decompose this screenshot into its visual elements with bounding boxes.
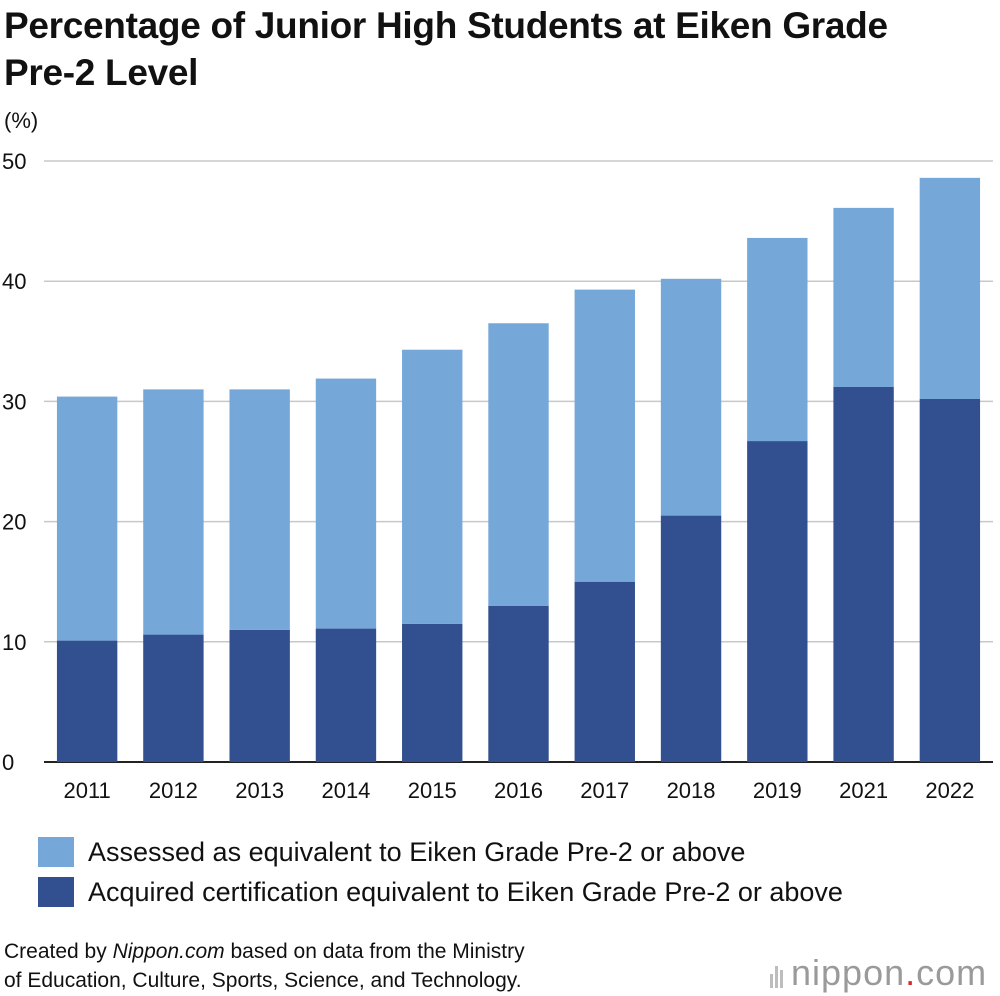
bar-2015-acquired: [402, 623, 463, 762]
bar-2019-assessed: [747, 237, 808, 442]
legend-swatch-assessed: [38, 837, 74, 867]
x-tick-label-2015: 2015: [408, 778, 457, 803]
x-tick-labels: 2011 2012 2013 2014 2015 2016 2017 2018 2019 2021…: [63, 778, 974, 803]
y-tick-label-0: 0: [2, 750, 14, 775]
x-tick-label-2013: 2013: [235, 778, 284, 803]
bar-2017-acquired: [574, 581, 635, 762]
y-tick-label-40: 40: [2, 269, 26, 294]
x-tick-label-2012: 2012: [149, 778, 198, 803]
y-tick-label-20: 20: [2, 510, 26, 535]
logo-brand: nippon: [791, 952, 906, 993]
legend-item-acquired: Acquired certification equivalent to Eik…: [38, 872, 843, 912]
x-tick-label-2016: 2016: [494, 778, 543, 803]
legend-swatch-acquired: [38, 877, 74, 907]
bar-2016-assessed: [488, 323, 549, 606]
bar-2021-acquired: [833, 386, 894, 762]
legend-label-assessed: Assessed as equivalent to Eiken Grade Pr…: [88, 836, 746, 867]
bar-2019-acquired: [747, 441, 808, 762]
bar-2021-assessed: [833, 207, 894, 387]
bar-2014-acquired: [315, 628, 377, 762]
y-tick-label-50: 50: [2, 149, 26, 174]
source-note: Created by Nippon.com based on data from…: [4, 937, 525, 995]
bar-2018-assessed: [660, 278, 722, 516]
bar-2015-assessed: [402, 349, 463, 624]
bar-2012-acquired: [143, 634, 204, 762]
source-site: Nippon.com: [112, 940, 225, 963]
bar-2016-acquired: [488, 605, 549, 762]
bar-2013-assessed: [229, 389, 290, 630]
legend: Assessed as equivalent to Eiken Grade Pr…: [38, 832, 843, 912]
x-tick-label-2014: 2014: [321, 778, 370, 803]
legend-item-assessed: Assessed as equivalent to Eiken Grade Pr…: [38, 832, 843, 872]
bar-2014-assessed: [315, 378, 377, 629]
source-prefix: Created by: [4, 940, 113, 963]
bar-2013-acquired: [229, 629, 290, 762]
bar-2018-acquired: [660, 515, 722, 762]
bar-2011-assessed: [56, 396, 118, 641]
stacked-bar-chart: 0 10 20 30 40 50 2011 2012 2013 2014 2015 2016 2017…: [2, 149, 993, 803]
y-tick-label-30: 30: [2, 389, 26, 414]
y-tick-labels: 0 10 20 30 40 50: [2, 149, 26, 775]
source-line2: of Education, Culture, Sports, Science, …: [4, 969, 522, 992]
bar-2012-assessed: [143, 389, 204, 635]
bars: [56, 177, 981, 762]
bar-2022-acquired: [919, 398, 981, 762]
y-axis-unit: (%): [4, 108, 39, 133]
bar-2022-assessed: [919, 177, 981, 399]
logo-bars-icon: [770, 958, 785, 988]
logo-dot: .: [905, 952, 917, 993]
bar-2011-acquired: [56, 640, 118, 762]
x-tick-label-2011: 2011: [63, 778, 110, 803]
bar-2017-assessed: [574, 289, 635, 582]
x-tick-label-2019: 2019: [753, 778, 802, 803]
nippon-logo: nippon. com: [770, 952, 987, 994]
legend-label-acquired: Acquired certification equivalent to Eik…: [88, 876, 843, 907]
x-tick-label-2021: 2021: [839, 778, 888, 803]
source-line1-rest: based on data from the Ministry: [224, 940, 525, 963]
logo-tld: com: [916, 952, 988, 993]
y-tick-label-10: 10: [2, 630, 26, 655]
chart-title: Percentage of Junior High Students at Ei…: [4, 5, 888, 93]
x-tick-label-2018: 2018: [667, 778, 716, 803]
x-tick-label-2022: 2022: [925, 778, 974, 803]
x-tick-label-2017: 2017: [580, 778, 629, 803]
